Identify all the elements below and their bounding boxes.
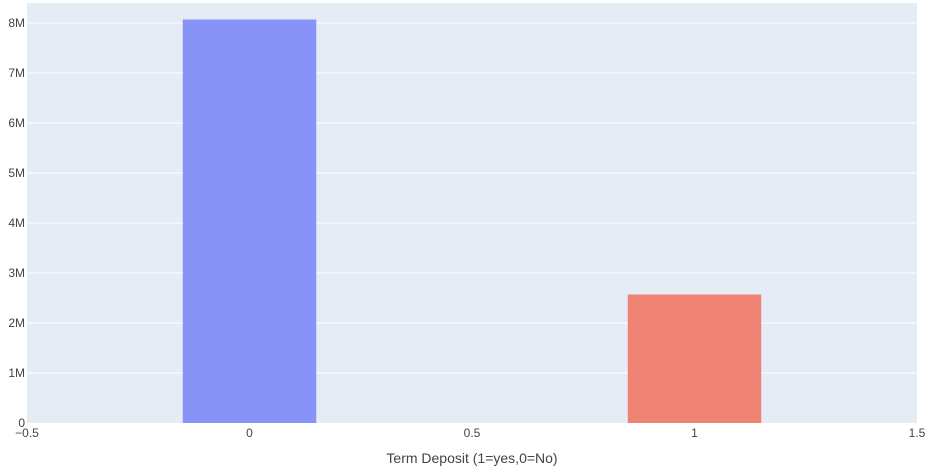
x-tick-label: 1.5 <box>909 426 926 440</box>
y-tick-label: 8M <box>8 16 25 30</box>
x-tick-label: 0.5 <box>464 426 481 440</box>
y-tick-label: 6M <box>8 116 25 130</box>
y-tick-label: 3M <box>8 266 25 280</box>
bars <box>182 19 762 424</box>
bar-1[interactable] <box>627 294 762 424</box>
y-tick-label: 1M <box>8 366 25 380</box>
x-tick-label: −0.5 <box>15 426 39 440</box>
x-tick-label: 1 <box>691 426 698 440</box>
bar-0[interactable] <box>182 19 317 424</box>
x-tick-label: 0 <box>246 426 253 440</box>
y-axis-ticks: 0 1M 2M 3M 4M 5M 6M 7M 8M <box>8 16 25 430</box>
x-axis-title: Term Deposit (1=yes,0=No) <box>386 450 557 466</box>
plot-area <box>27 3 917 423</box>
y-tick-label: 2M <box>8 316 25 330</box>
y-tick-label: 7M <box>8 66 25 80</box>
y-tick-label: 4M <box>8 216 25 230</box>
gridlines <box>27 22 917 374</box>
y-tick-label: 0 <box>18 416 25 430</box>
y-tick-label: 5M <box>8 166 25 180</box>
x-axis-ticks: −0.5 0 0.5 1 1.5 <box>15 426 926 440</box>
